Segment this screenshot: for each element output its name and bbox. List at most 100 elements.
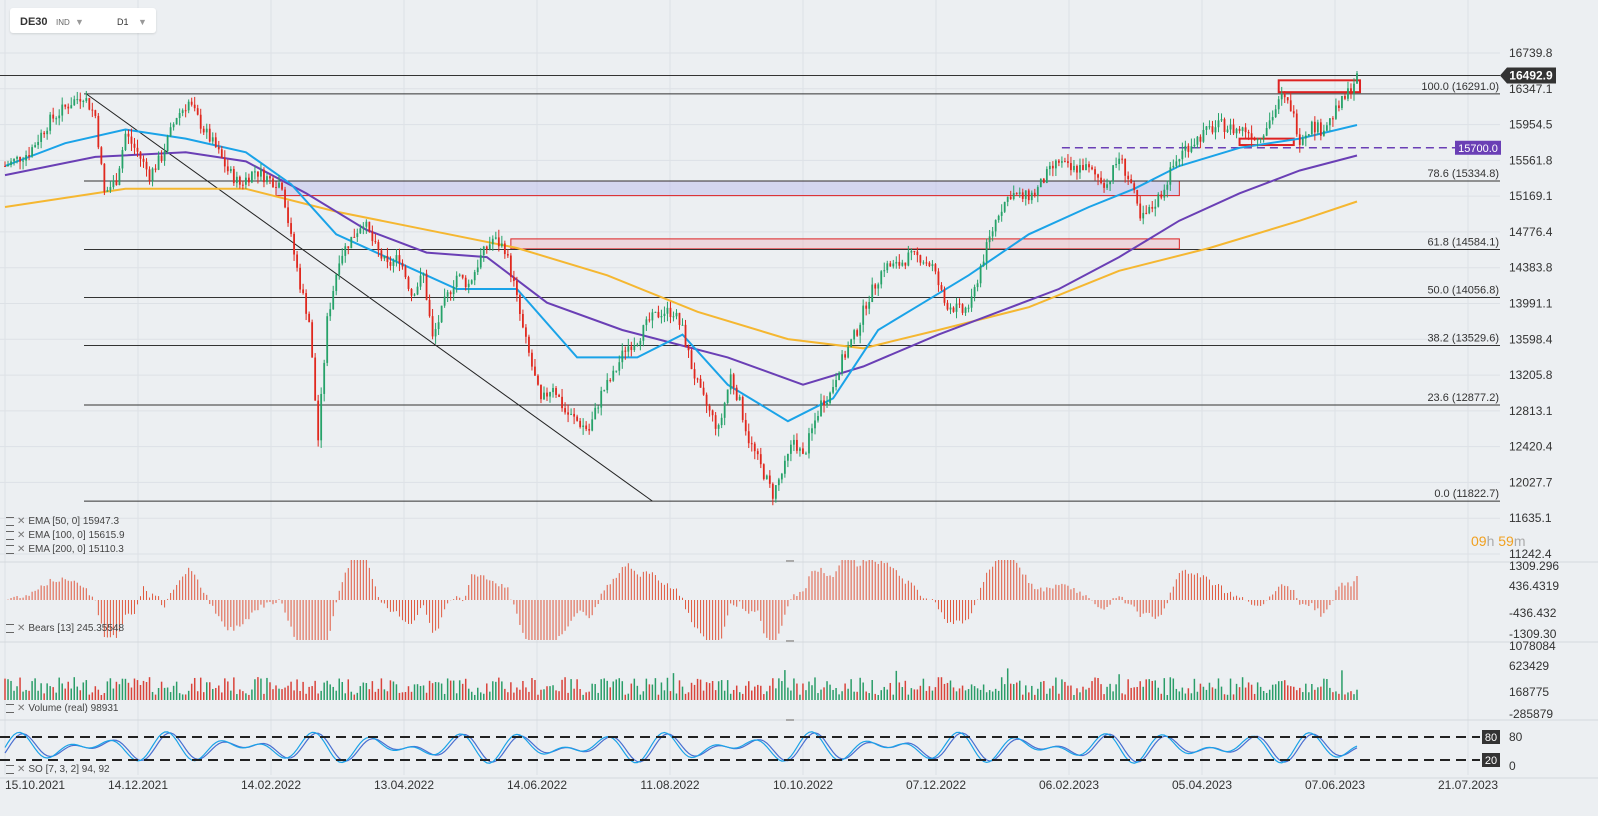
candle-body — [735, 387, 738, 400]
candle-body — [937, 271, 940, 286]
candle-body — [1250, 133, 1253, 140]
close-icon[interactable]: ✕ — [17, 516, 26, 527]
ema50-line — [4, 124, 1358, 423]
candle-body — [413, 294, 416, 296]
menu-icon[interactable] — [6, 703, 14, 713]
candle-body — [1353, 83, 1355, 94]
candle-body — [895, 261, 898, 264]
indicator-ema200[interactable]: ✕ EMA [200, 0] 15110.3 — [6, 544, 124, 555]
candle-body — [856, 330, 859, 336]
candle-body — [217, 147, 220, 150]
volume-tick-label: 623429 — [1509, 659, 1549, 673]
candle-body — [175, 118, 178, 125]
candle-body — [94, 110, 97, 116]
candle-body — [886, 263, 889, 271]
candle-body — [223, 157, 226, 167]
chevron-down-icon[interactable]: ▼ — [75, 17, 84, 27]
candle-body — [654, 311, 657, 313]
candle-body — [979, 265, 982, 284]
candle-body — [711, 410, 714, 416]
indicator-volume[interactable]: ✕ Volume (real) 98931 — [6, 703, 118, 714]
menu-icon[interactable] — [6, 764, 14, 774]
candle-body — [648, 319, 651, 321]
candle-body — [151, 168, 154, 181]
candle-body — [13, 158, 15, 162]
candle-body — [509, 255, 512, 277]
candle-body — [142, 158, 145, 162]
candle-body — [1319, 122, 1322, 136]
symbol-selector[interactable]: DE30 IND ▼ D1 ▼ — [10, 8, 156, 33]
candle-body — [446, 292, 449, 297]
symbol-name: DE30 — [20, 16, 48, 28]
fibonacci-label: 100.0 (16291.0) — [1421, 81, 1499, 93]
candle-body — [1021, 192, 1024, 199]
fibonacci-label: 0.0 (11822.7) — [1434, 488, 1499, 500]
x-tick-label: 21.07.2023 — [1438, 778, 1498, 792]
candle-body — [985, 242, 988, 262]
candle-body — [85, 98, 88, 101]
candle-body — [506, 254, 509, 256]
menu-icon[interactable] — [6, 530, 14, 540]
candle-body — [994, 220, 997, 232]
menu-icon[interactable] — [6, 544, 14, 554]
candle-body — [458, 274, 461, 276]
candle-body — [356, 233, 359, 237]
candle-body — [1190, 146, 1193, 152]
candle-body — [961, 304, 964, 313]
candle-body — [64, 104, 67, 107]
chevron-down-icon[interactable]: ▼ — [138, 17, 147, 27]
candle-body — [970, 296, 973, 308]
menu-icon[interactable] — [6, 623, 14, 633]
candle-body — [1109, 181, 1111, 185]
indicator-bears[interactable]: ✕ Bears [13] 245.35548 — [6, 623, 124, 634]
close-icon[interactable]: ✕ — [17, 703, 26, 714]
close-icon[interactable]: ✕ — [17, 530, 26, 541]
candle-body — [290, 223, 292, 234]
candle-body — [208, 128, 211, 142]
candle-body — [503, 243, 506, 255]
candle-countdown: 09h 59m — [1471, 533, 1526, 549]
close-icon[interactable]: ✕ — [17, 623, 26, 634]
candle-body — [16, 156, 18, 159]
candle-body — [1136, 190, 1139, 204]
candle-body — [820, 400, 822, 417]
candle-body — [235, 176, 238, 184]
candle-body — [708, 405, 711, 411]
candle-body — [73, 99, 76, 106]
candle-body — [829, 392, 831, 403]
candle-body — [729, 374, 732, 390]
candle-body — [407, 277, 410, 289]
candle-body — [1226, 129, 1229, 132]
candle-body — [1338, 105, 1340, 109]
candle-body — [1325, 125, 1328, 131]
candle-body — [46, 130, 49, 135]
indicator-ema50[interactable]: ✕ EMA [50, 0] 15947.3 — [6, 516, 119, 527]
candle-body — [61, 104, 64, 116]
candle-body — [1000, 211, 1003, 216]
candle-body — [1223, 119, 1226, 132]
candle-body — [717, 425, 720, 429]
candle-body — [633, 345, 636, 351]
candle-body — [160, 155, 163, 161]
candle-body — [567, 412, 569, 415]
candle-body — [1202, 129, 1205, 142]
candle-body — [467, 283, 470, 288]
menu-icon[interactable] — [6, 516, 14, 526]
candle-body — [473, 272, 476, 281]
candle-body — [109, 187, 112, 191]
close-icon[interactable]: ✕ — [17, 544, 26, 555]
zone-rectangle — [1277, 79, 1362, 94]
candle-body — [440, 305, 443, 323]
candle-body — [868, 302, 871, 309]
candle-body — [549, 392, 551, 397]
close-icon[interactable]: ✕ — [17, 764, 26, 775]
indicator-so[interactable]: ✕ SO [7, 3, 2] 94, 92 — [6, 764, 110, 775]
candle-body — [949, 307, 952, 310]
candle-body — [750, 443, 753, 445]
candle-body — [169, 127, 172, 137]
indicator-ema100[interactable]: ✕ EMA [100, 0] 15615.9 — [6, 530, 125, 541]
so-tick-label: 80 — [1509, 730, 1523, 744]
candle-body — [326, 316, 329, 363]
candle-body — [627, 346, 630, 352]
